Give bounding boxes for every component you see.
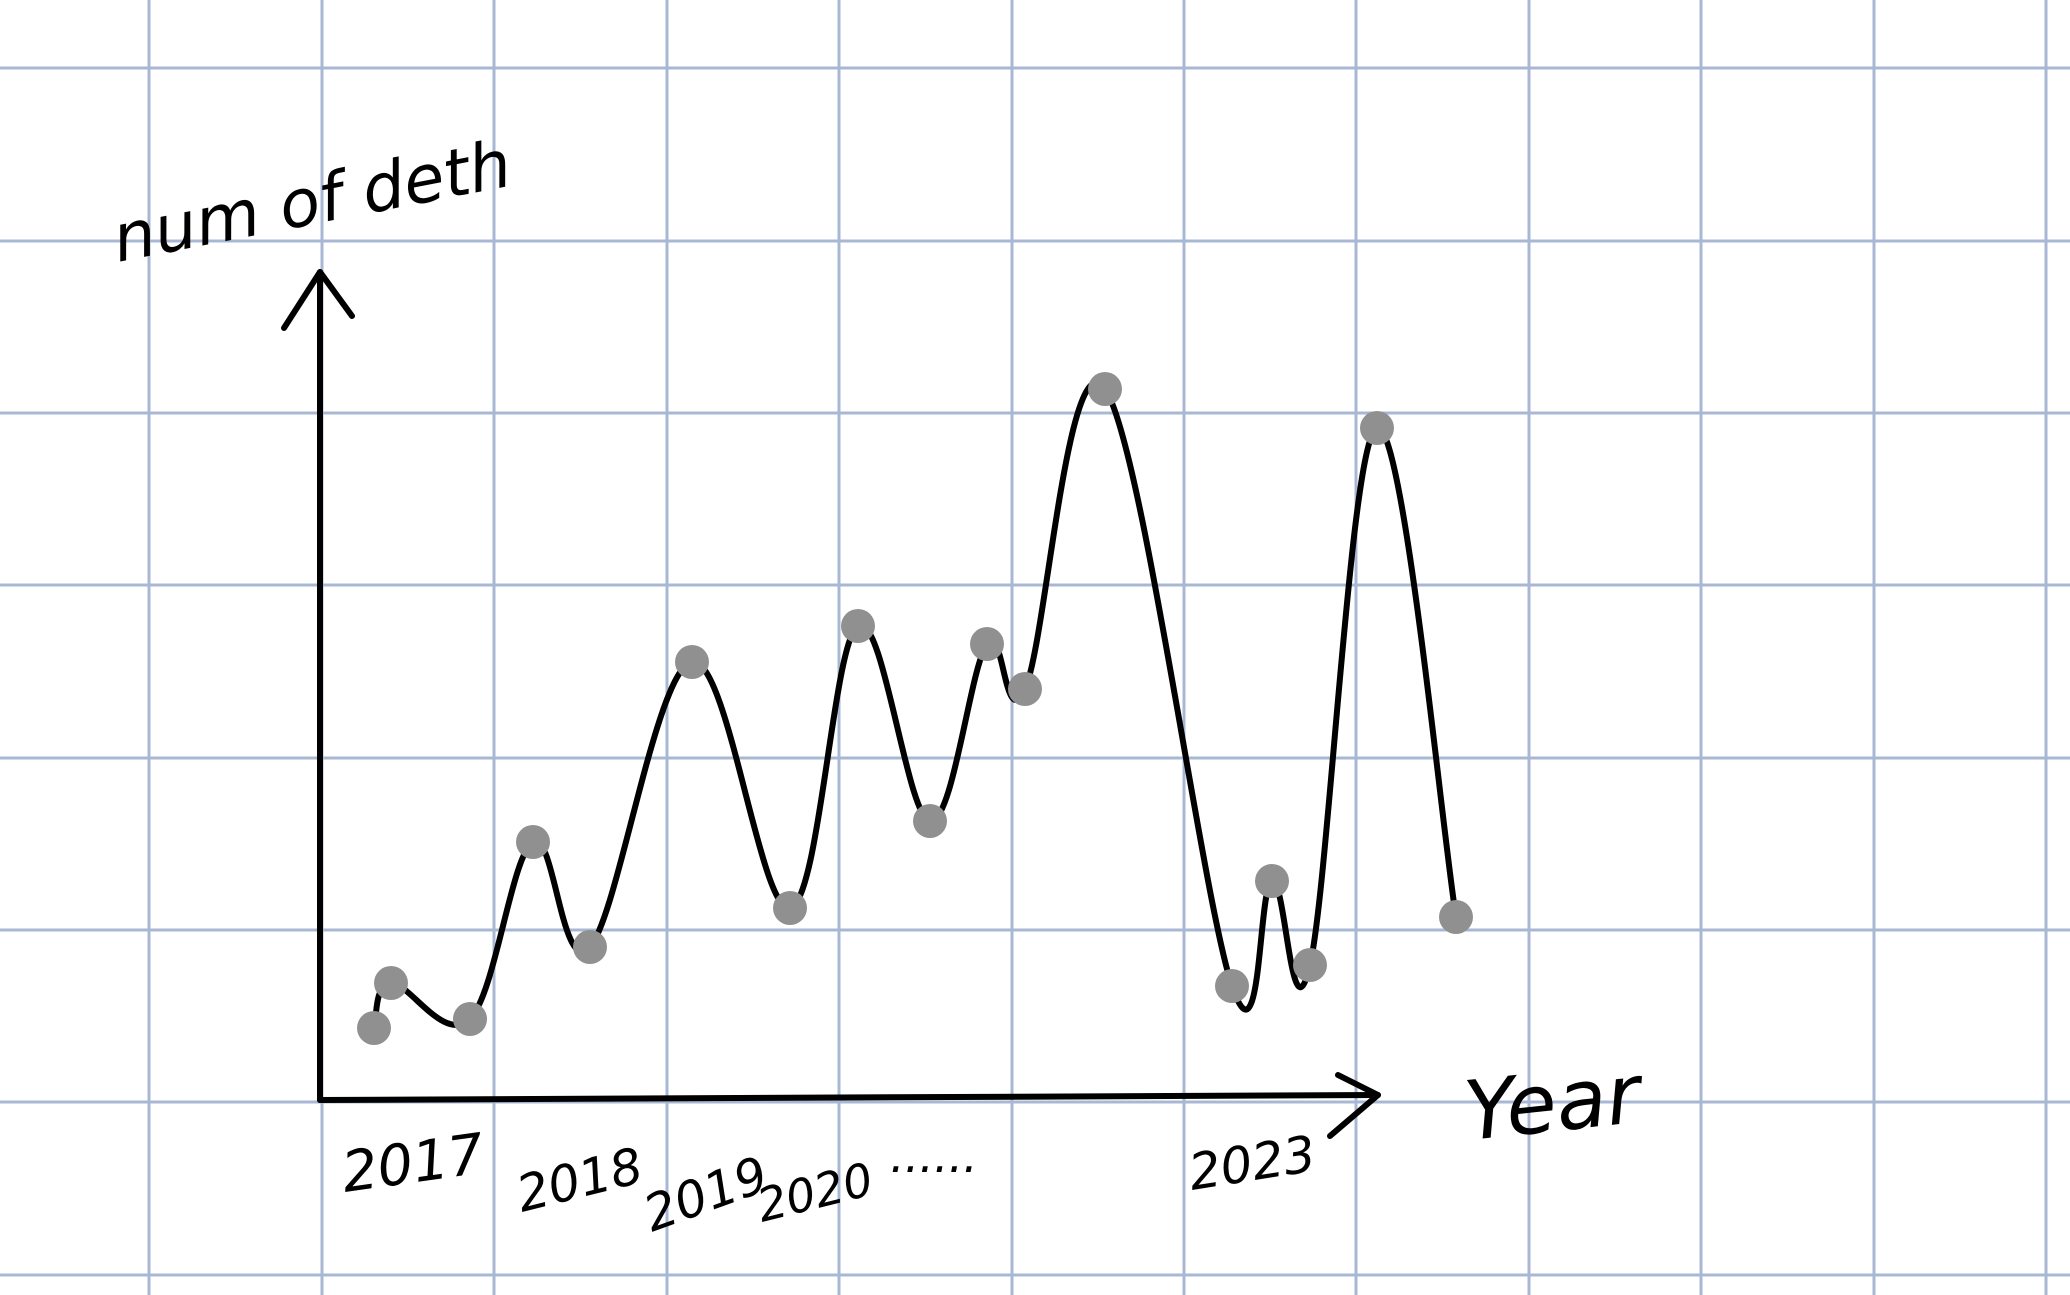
data-point <box>773 891 807 925</box>
data-points <box>357 372 1473 1045</box>
data-point <box>1439 900 1473 934</box>
x-tick-label: 2020 <box>752 1152 879 1233</box>
data-point <box>675 645 709 679</box>
data-point <box>1360 411 1394 445</box>
x-tick-label: 2017 <box>338 1122 489 1206</box>
data-point <box>1293 948 1327 982</box>
y-axis <box>281 269 355 1103</box>
data-point <box>1255 864 1289 898</box>
data-point <box>374 966 408 1000</box>
x-tick-label: 2023 <box>1185 1125 1320 1202</box>
data-point <box>970 627 1004 661</box>
x-tick-label: ...... <box>890 1129 978 1183</box>
x-axis <box>317 1072 1381 1139</box>
data-point <box>1008 672 1042 706</box>
data-point <box>453 1002 487 1036</box>
data-point <box>841 609 875 643</box>
data-point <box>1215 969 1249 1003</box>
y-axis-label: num of deth <box>106 125 517 278</box>
x-tick-labels: 2017 2018 2019 2020 ...... 2023 <box>338 1122 1320 1244</box>
x-axis-label: Year <box>1460 1047 1649 1160</box>
data-point <box>516 825 550 859</box>
data-point <box>1088 372 1122 406</box>
data-point <box>573 930 607 964</box>
x-tick-label: 2018 <box>511 1137 649 1224</box>
data-point <box>913 804 947 838</box>
data-point <box>357 1011 391 1045</box>
